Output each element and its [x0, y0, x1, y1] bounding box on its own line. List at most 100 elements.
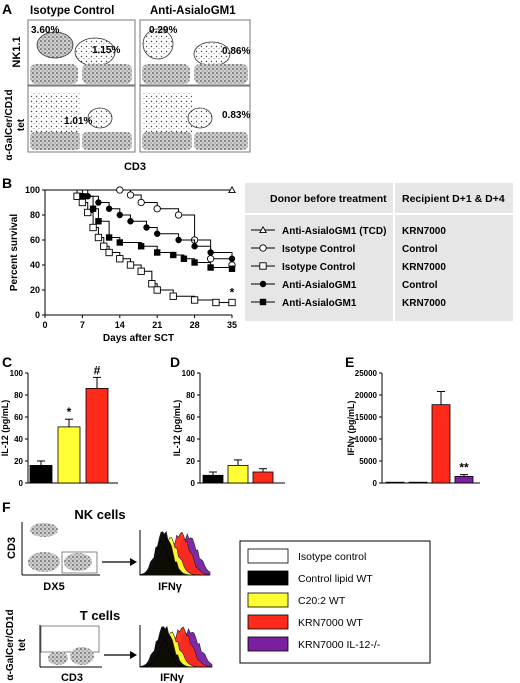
survival-point — [84, 208, 92, 217]
x-axis-label: Days after SCT — [103, 333, 174, 344]
y-tick-label: 20 — [186, 457, 195, 466]
survival-point — [78, 198, 87, 207]
panel-a-x-label: CD3 — [124, 161, 146, 173]
legend-entry-2: Isotype Control KRN7000 — [251, 262, 446, 273]
panel-f-letter: F — [2, 499, 11, 515]
survival-point — [169, 292, 177, 300]
survival-point — [174, 211, 183, 219]
y-tick-label: 20 — [30, 285, 40, 295]
significance-annotation: * — [67, 405, 72, 419]
survival-series-3 — [45, 189, 236, 262]
hist-curve-4 — [139, 540, 210, 576]
survival-point — [154, 249, 161, 256]
nk-dotplot-x-label: DX5 — [43, 581, 64, 593]
legend-swatch — [247, 548, 289, 564]
survival-point — [190, 296, 199, 304]
survival-point — [116, 211, 124, 219]
nk-hist-x-label: IFNγ — [158, 581, 183, 593]
survival-point — [212, 298, 220, 307]
survival-point — [137, 267, 145, 275]
value-iso-nk-a: 3.60% — [31, 25, 59, 36]
legend-donor-label: Isotype Control — [282, 244, 356, 255]
legend-donor-label: Isotype Control — [282, 262, 356, 273]
y-axis-label: IFNγ (pg/mL) — [346, 401, 356, 456]
legend-entry-3: KRN7000 WT — [247, 614, 363, 630]
bar — [408, 481, 428, 484]
legend-header-recipient: Recipient D+1 & D+4 — [402, 193, 505, 205]
panel-d-letter: D — [170, 354, 180, 370]
legend-marker — [259, 244, 267, 252]
y-axis-label: IL-12 (pg/mL) — [172, 400, 182, 457]
legend-entry-1: Control lipid WT — [247, 570, 373, 586]
survival-point — [126, 261, 135, 269]
survival-point — [116, 239, 123, 246]
y-tick-label: 0 — [191, 479, 196, 488]
x-tick-label: 21 — [152, 320, 162, 330]
survival-plot: 0 20 40 60 80 100 0 7 14 21 28 35 Days after SCT Perc… — [9, 185, 237, 344]
legend-marker — [259, 225, 267, 234]
survival-point — [228, 255, 236, 262]
bar — [85, 387, 109, 484]
t-arrow — [104, 651, 137, 659]
legend-recipient-label: KRN7000 — [402, 226, 446, 237]
hist-curve-4 — [139, 634, 212, 668]
panel-c-letter: C — [2, 354, 12, 370]
panel-f-legend: Isotype control Control lipid WT C20:2 WT K… — [239, 540, 431, 664]
facs-iso-nk: 3.60% 1.15% — [27, 19, 136, 86]
legend-donor-label: Anti-AsialoGM1 — [282, 280, 357, 291]
facs-anti-tet: 0.83% — [139, 85, 251, 153]
legend-label: KRN7000 WT — [298, 617, 363, 629]
bar — [29, 464, 53, 484]
survival-point — [95, 218, 102, 225]
bar — [202, 474, 224, 484]
survival-point — [206, 255, 215, 263]
nk-arrow — [102, 558, 137, 566]
legend-swatch — [247, 614, 289, 630]
significance-annotation: * — [230, 286, 235, 300]
survival-point — [191, 259, 198, 266]
legend-recipient-label: KRN7000 — [402, 262, 446, 273]
y-axis-label: IL-12 (pg/mL) — [0, 400, 10, 457]
bar — [431, 404, 451, 484]
bar-chart-d: 0 20 40 60 80 100 IL-12 (pg/mL) — [172, 369, 285, 488]
bar — [454, 475, 474, 484]
legend-entry-1: Isotype Control Control — [251, 244, 438, 255]
significance-annotation: # — [94, 363, 101, 377]
y-tick-label: 80 — [186, 391, 195, 400]
value-anti-tet: 0.83% — [222, 110, 250, 121]
y-tick-label: 80 — [14, 391, 23, 400]
t-histogram — [139, 625, 213, 668]
y-tick-label: 60 — [186, 413, 195, 422]
legend-entry-0: Anti-AsialoGM1 (TCD) KRN7000 — [251, 225, 446, 237]
legend-label: Control lipid WT — [298, 573, 373, 585]
t-cells-title: T cells — [80, 608, 120, 623]
y-tick-label: 100 — [25, 185, 40, 195]
t-dotplot: α-GalCer/CD1d tet CD3 — [5, 609, 102, 683]
survival-point — [148, 280, 156, 288]
survival-point — [100, 242, 108, 250]
survival-point — [228, 185, 236, 194]
value-anti-nk-a: 0.29% — [149, 25, 177, 36]
survival-point — [153, 286, 161, 294]
legend-entry-0: Isotype control — [247, 548, 366, 564]
survival-point — [116, 255, 124, 263]
legend-recipient-label: KRN7000 — [402, 298, 446, 309]
survival-point — [95, 199, 102, 206]
y-tick-label: 25000 — [355, 369, 378, 378]
legend-marker — [259, 298, 267, 306]
t-dotplot-x-label: CD3 — [61, 672, 83, 683]
y-tick-label: 80 — [30, 210, 40, 220]
survival-point — [105, 248, 113, 257]
survival-point — [89, 223, 97, 232]
y-tick-label: 15000 — [355, 413, 378, 422]
panel-e-letter: E — [345, 354, 354, 370]
y-tick-label: 40 — [186, 435, 195, 444]
t-dotplot-y-label-1: α-GalCer/CD1d — [5, 609, 16, 680]
panel-a-letter: A — [2, 1, 12, 17]
y-tick-label: 0 — [19, 479, 24, 488]
nk-dotplot: CD3 DX5 — [6, 522, 100, 593]
survival-point — [127, 218, 134, 225]
t-hist-x-label: IFNγ — [160, 672, 185, 683]
facs-anti-nk: 0.29% 0.86% — [139, 19, 251, 86]
